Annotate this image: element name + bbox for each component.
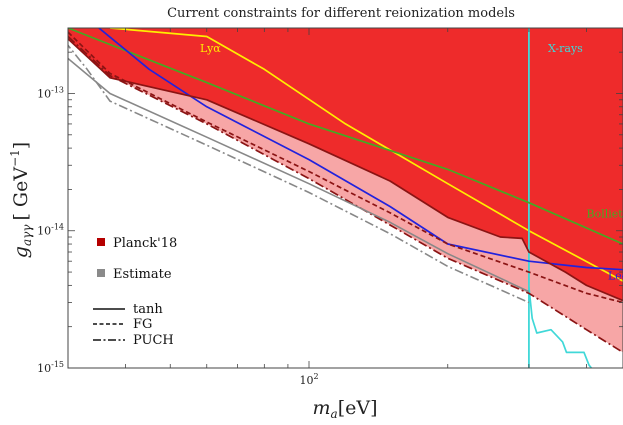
legend-swatch (97, 269, 105, 277)
axis-ticks: 10-13 10-14 10-15 102 (37, 28, 623, 387)
series-lines (68, 28, 623, 368)
y-axis-label-exponent: −1 (8, 149, 22, 167)
series-line-planck-18-puch-7 (68, 35, 623, 354)
annotation-x-rays: X-rays (548, 42, 583, 55)
legend-item-planck-18: Planck'18 (97, 236, 177, 251)
legend-item-fg: FG (93, 317, 152, 332)
y-tick-label: 10-14 (37, 223, 64, 238)
x-axis-label-subscript: a (331, 407, 338, 421)
series-line-bolliet-21-3 (68, 28, 623, 245)
legend-label: PUCH (133, 333, 174, 348)
y-tick-label: 10-13 (37, 85, 64, 100)
legend-label: Planck'18 (113, 236, 177, 251)
x-axis-label-symbol: m (313, 397, 331, 419)
y-axis-label-symbol: g (10, 246, 32, 258)
series-line-planck-18-fg-6 (68, 31, 623, 304)
chart-title: Current constraints for different reioni… (167, 6, 515, 21)
legend-item-tanh: tanh (93, 302, 163, 317)
plot-frame (67, 27, 623, 369)
y-tick-label: 10-15 (37, 360, 64, 375)
x-tick-label: 102 (299, 372, 318, 387)
series-line-planck-18-tanh-5 (68, 38, 623, 302)
curve-annotations: Lyα X-rays Bolliet'21 LeoT (200, 42, 623, 283)
series-line-estimate-puch-9 (68, 44, 530, 304)
x-axis-label-unit: [eV] (338, 397, 378, 419)
legend-item-puch: PUCH (93, 333, 174, 348)
legend-label: FG (133, 317, 152, 332)
x-axis-label: ma[eV] (313, 397, 378, 421)
series-line-x-rays-2 (528, 286, 593, 368)
y-axis-label-subscript: aγγ (20, 224, 34, 246)
legend-swatch (97, 238, 105, 246)
series-line-estimate-tanh-8 (68, 57, 530, 293)
annotation-bolliet-21: Bolliet'21 (587, 207, 623, 220)
annotation-leot: LeoT (608, 270, 623, 283)
y-axis-label-unit: [ GeV (10, 167, 32, 221)
series-line-leot-4 (98, 28, 623, 271)
legend-item-estimate: Estimate (97, 267, 172, 282)
legend-label: Estimate (113, 267, 172, 282)
y-axis-label: gaγγ [ GeV−1] (8, 142, 34, 258)
legend-label: tanh (133, 302, 163, 317)
region-planck-18-excluded-tanh (68, 28, 623, 301)
annotation-ly: Lyα (200, 42, 221, 55)
y-axis-label-close: ] (10, 142, 32, 149)
plot-area (68, 28, 623, 368)
